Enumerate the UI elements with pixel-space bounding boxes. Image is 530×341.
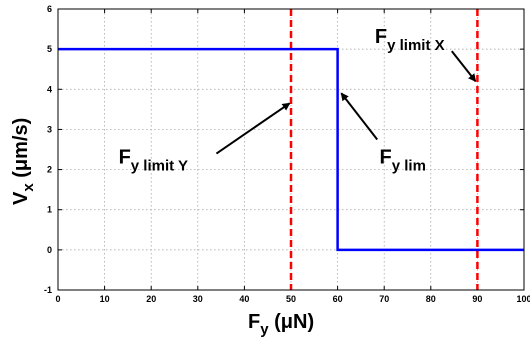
y-tick-label: 3 [47, 124, 52, 134]
y-axis-label-sub: x [20, 183, 37, 192]
y-tick-label: -1 [44, 285, 52, 295]
series-group [58, 47, 524, 252]
y-tick-label: 4 [47, 84, 52, 94]
y-axis-label: Vx (μm/s) [10, 118, 37, 205]
annotation-arrow [450, 50, 477, 83]
y-tick-labels: -1 0 1 2 3 4 5 6 [44, 4, 52, 295]
x-tick-label: 40 [239, 294, 249, 304]
y-axis-label-unit: (μm/s) [10, 118, 32, 184]
annotation-label: Fy limit Y [119, 147, 188, 175]
y-tick-label: 0 [47, 245, 52, 255]
reference-lines [289, 9, 479, 290]
x-tick-label: 10 [100, 294, 110, 304]
x-axis-label-unit: (μN) [269, 311, 315, 333]
annotation-arrow [215, 102, 291, 155]
x-tick-label: 60 [333, 294, 343, 304]
y-tick-label: 6 [47, 4, 52, 14]
annotation-arrow [340, 92, 378, 141]
x-tick-label: 30 [193, 294, 203, 304]
x-tick-labels: 0 10 20 30 40 50 60 70 80 90 100 [55, 294, 530, 304]
series-line [58, 47, 524, 252]
x-tick-label: 0 [55, 294, 60, 304]
plot-frame [57, 8, 525, 291]
annotations: Fy limit Y Fy lim Fy limit X [119, 26, 477, 175]
annotation-label-sub: y limit X [387, 37, 445, 54]
y-tick-label: 5 [47, 44, 52, 54]
y-tick-label: 2 [47, 165, 52, 175]
annotation-label: Fy lim [380, 147, 426, 175]
x-tick-label: 20 [146, 294, 156, 304]
y-tick-label: 1 [47, 205, 52, 215]
x-tick-label: 50 [286, 294, 296, 304]
x-tick-label: 70 [379, 294, 389, 304]
annotation-label-sub: y limit Y [131, 158, 188, 175]
annotation-label-sub: y lim [392, 158, 426, 175]
x-axis-label: Fy (μN) [248, 311, 314, 338]
x-tick-label: 90 [472, 294, 482, 304]
x-tick-label: 100 [516, 294, 530, 304]
x-tick-label: 80 [426, 294, 436, 304]
x-axis-label-sub: y [260, 321, 269, 338]
annotation-label: Fy limit X [375, 26, 445, 54]
